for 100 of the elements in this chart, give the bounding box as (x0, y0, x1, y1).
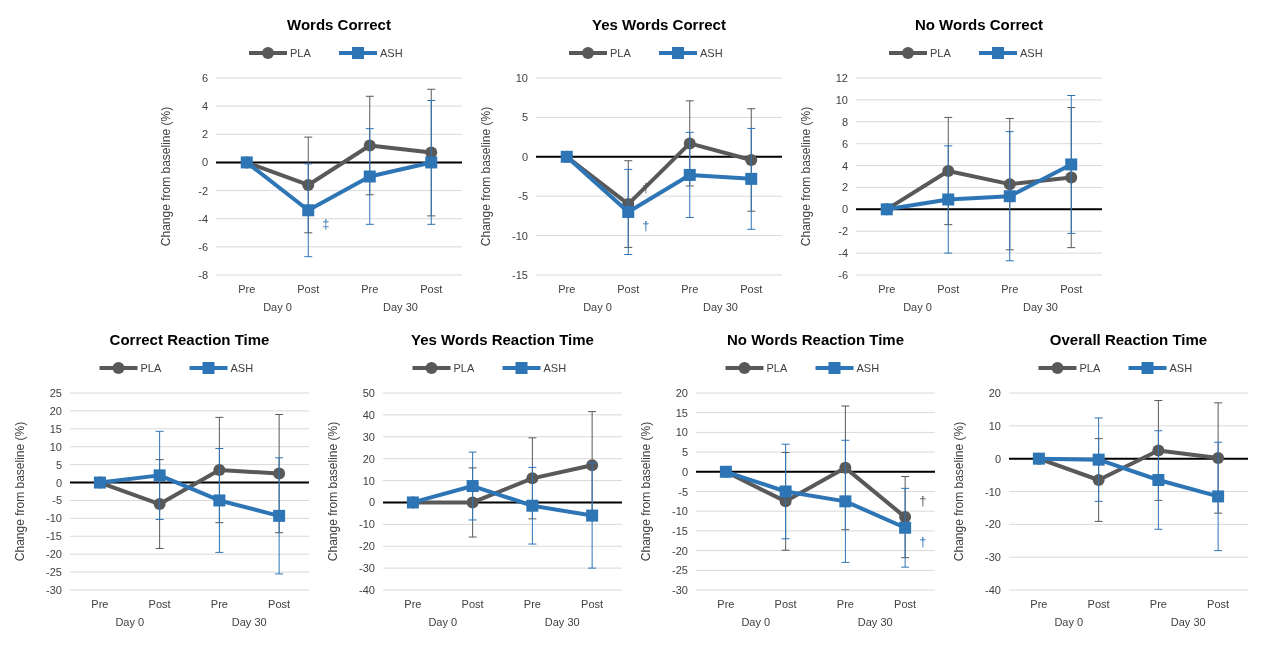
x-tick-label: Pre (361, 283, 379, 295)
x-tick-label: Post (1207, 598, 1230, 610)
y-tick-label: 10 (988, 419, 1001, 432)
point (1065, 158, 1078, 171)
point (213, 494, 226, 507)
y-tick-label: 30 (362, 430, 375, 443)
x-tick-label: Post (1060, 283, 1083, 295)
x-tick-label: Post (1087, 598, 1110, 610)
point (363, 170, 376, 183)
text: Day 30 (544, 616, 580, 628)
point (466, 480, 479, 493)
y-tick-label: -25 (672, 564, 688, 577)
y-tick-label: -10 (985, 485, 1001, 498)
legend-label: ASH (700, 47, 723, 59)
y-tick-label: 20 (362, 452, 375, 465)
y-tick-label: 2 (841, 181, 848, 194)
y-axis-title: Change from baseline (%) (13, 421, 27, 562)
y-tick-label: 20 (49, 404, 62, 417)
y-tick-label: 2 (201, 128, 208, 141)
x-tick-label: Pre (404, 598, 422, 610)
point (153, 469, 166, 482)
y-tick-label: -40 (359, 584, 375, 596)
x-tick-label: Pre (558, 283, 576, 295)
point (839, 495, 852, 508)
y-tick-label: 0 (681, 465, 688, 478)
legend-label: PLA (453, 362, 475, 374)
y-tick-label: 10 (49, 440, 62, 453)
y-tick-label: 50 (362, 387, 375, 399)
x-tick-label: Post (894, 598, 917, 610)
point (942, 193, 955, 206)
text: Day 0 (263, 301, 292, 313)
chart-title: No Words Reaction Time (727, 331, 904, 348)
y-tick-label: 40 (362, 408, 375, 421)
point (1092, 453, 1105, 466)
point (622, 205, 635, 218)
y-tick-label: -20 (985, 518, 1001, 531)
y-tick-label: -15 (672, 524, 688, 537)
y-tick-label: -10 (512, 229, 528, 242)
point (302, 204, 315, 217)
y-axis-title: Change from baseline (%) (952, 421, 966, 562)
chart-title: No Words Correct (914, 16, 1044, 33)
chart-title: Overall Reaction Time (1049, 331, 1208, 348)
x-tick-label: Post (461, 598, 484, 610)
y-tick-label: 15 (675, 406, 688, 419)
legend-label: ASH (543, 362, 567, 374)
x-tick-label: Post (420, 283, 443, 295)
y-tick-label: -30 (46, 584, 62, 596)
x-tick-label: Pre (1149, 598, 1167, 610)
y-tick-label: -20 (46, 548, 62, 561)
text: Day 0 (583, 301, 612, 313)
y-tick-label: -6 (198, 240, 208, 253)
data-label: ‡ (322, 216, 330, 232)
legend-label: ASH (1020, 47, 1043, 59)
x-tick-label: Post (581, 598, 604, 610)
y-tick-label: -5 (678, 485, 688, 498)
point (1212, 490, 1225, 503)
data-label: † (642, 217, 650, 233)
y-tick-label: 15 (49, 422, 62, 435)
legend-label: PLA (1079, 362, 1101, 374)
legend-label: PLA (290, 47, 312, 59)
y-tick-label: 10 (362, 474, 375, 487)
x-tick-label: Pre (1030, 598, 1048, 610)
y-tick-label: -2 (838, 225, 848, 238)
y-tick-label: -25 (46, 566, 62, 579)
data-label: † (919, 493, 927, 509)
y-tick-label: -15 (46, 530, 62, 543)
y-tick-label: 4 (841, 159, 848, 172)
x-tick-label: Post (297, 283, 320, 295)
y-tick-label: -4 (838, 247, 848, 260)
y-tick-label: 0 (201, 156, 208, 169)
x-tick-label: Pre (681, 283, 699, 295)
point (899, 521, 912, 534)
legend-label: PLA (140, 362, 162, 374)
y-tick-label: -6 (838, 269, 848, 281)
x-tick-label: Post (268, 598, 291, 610)
x-tick-label: Post (148, 598, 171, 610)
y-tick-label: -5 (52, 494, 62, 507)
x-tick-label: Post (774, 598, 797, 610)
y-tick-label: 6 (841, 137, 848, 150)
text: Day 30 (1023, 301, 1058, 313)
y-axis-title: Change from baseline (%) (799, 106, 813, 247)
y-tick-label: -10 (359, 518, 375, 531)
y-tick-label: 10 (675, 426, 688, 439)
x-tick-label: Pre (210, 598, 228, 610)
y-tick-label: 25 (49, 387, 62, 399)
x-tick-label: Pre (91, 598, 109, 610)
legend-label: ASH (1169, 362, 1193, 374)
legend-label: ASH (856, 362, 880, 374)
x-tick-label: Pre (836, 598, 854, 610)
x-tick-label: Pre (717, 598, 735, 610)
chart-title: Correct Reaction Time (109, 331, 270, 348)
y-axis-title: Change from baseline (%) (326, 421, 340, 562)
x-tick-label: Post (617, 283, 640, 295)
text: Day 30 (1170, 616, 1206, 628)
point (779, 485, 792, 498)
y-tick-label: -2 (198, 184, 208, 197)
data-label: † (919, 533, 927, 549)
y-tick-label: 5 (55, 458, 62, 471)
chart-title: Words Correct (287, 16, 391, 33)
x-tick-label: Pre (878, 283, 896, 295)
